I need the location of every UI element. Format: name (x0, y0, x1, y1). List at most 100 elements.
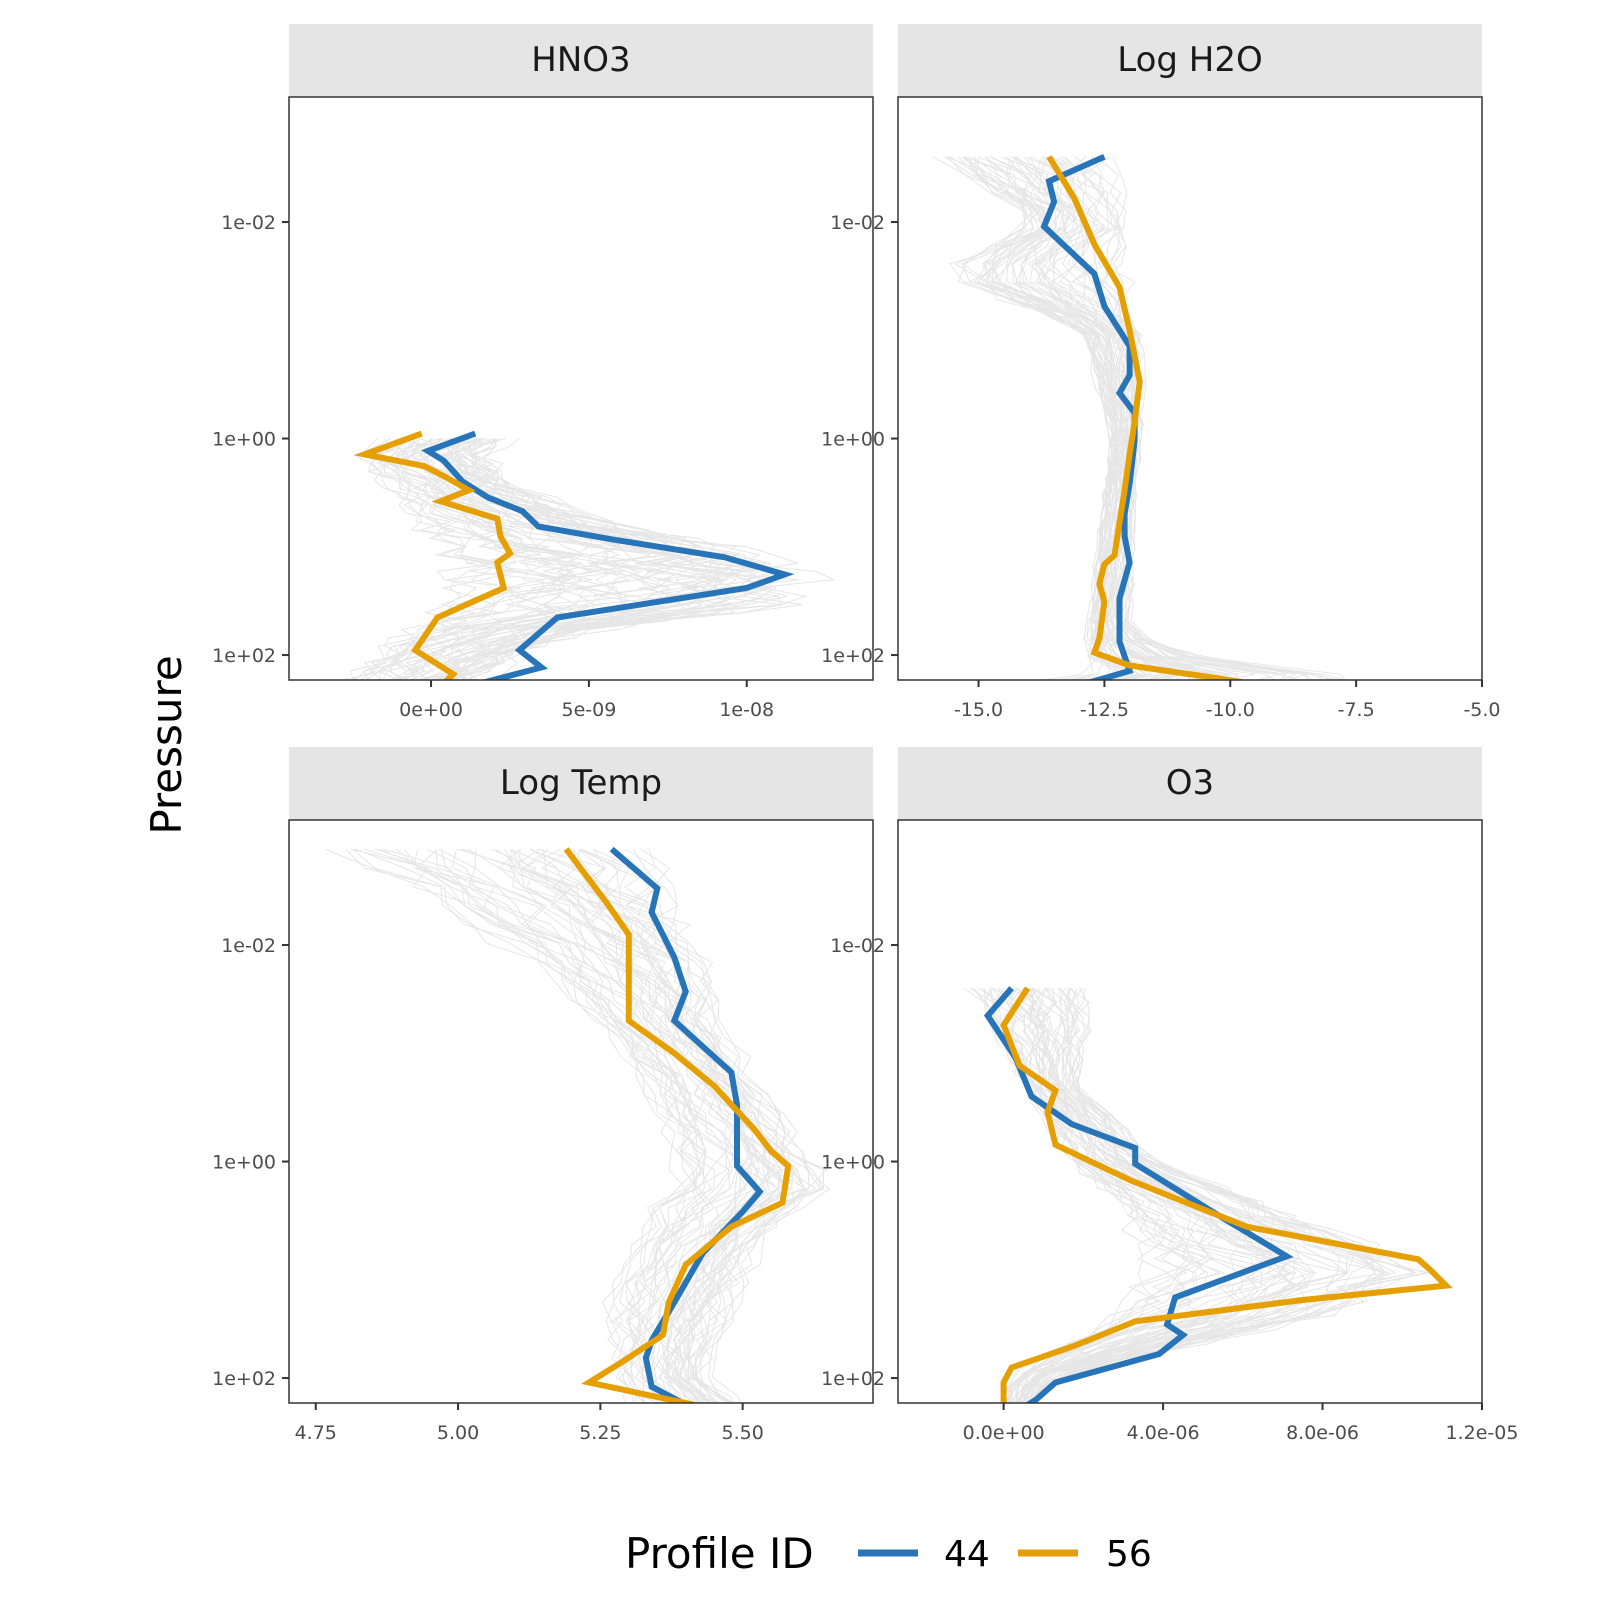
x-tick-label-log-h2o: -5.0 (1463, 699, 1500, 721)
background-profile (509, 848, 770, 1403)
y-tick-label-o3: 1e-02 (830, 935, 885, 957)
panel-border-log-temp (288, 819, 874, 1404)
background-profile (1028, 156, 1219, 680)
background-profile (391, 438, 631, 680)
background-profile (1029, 987, 1418, 1403)
panel-title-log-temp: Log Temp (500, 763, 662, 803)
series-line-44-log-temp (609, 846, 764, 1403)
x-tick-label-hno3: 1e-08 (719, 699, 774, 721)
background-profile (1005, 156, 1181, 680)
background-profile (386, 438, 579, 680)
background-profile (375, 848, 702, 1403)
background-profile (410, 438, 673, 680)
y-tick-label-hno3: 1e+00 (212, 429, 276, 451)
background-profile (1022, 987, 1350, 1403)
background-profile (361, 438, 492, 680)
background-profile (1013, 156, 1188, 680)
background-profile (350, 848, 705, 1403)
x-tick-label-hno3: 0e+00 (399, 699, 463, 721)
background-profile (355, 848, 697, 1403)
x-tick-label-o3: 4.0e-06 (1127, 1422, 1200, 1444)
x-tick-label-o3: 8.0e-06 (1286, 1422, 1359, 1444)
series-line-56-log-h2o (1046, 155, 1248, 680)
y-tick-label-log-temp: 1e+02 (212, 1368, 276, 1390)
background-profile (1095, 156, 1348, 680)
background-profile (462, 848, 760, 1403)
panel-title-log-h2o: Log H2O (1117, 40, 1263, 80)
legend-label-44: 44 (944, 1534, 990, 1575)
panel-log-temp: Log Temp 1e-02 1e+00 1e+02 4.75 5.00 5.25 5.50 (212, 747, 874, 1444)
panel-title-hno3: HNO3 (531, 40, 630, 80)
x-tick-label-o3: 1.2e-05 (1446, 1422, 1519, 1444)
panel-border-log-h2o (897, 96, 1483, 681)
x-tick-label-o3: 0.0e+00 (963, 1422, 1045, 1444)
background-profile (932, 156, 1111, 680)
series-line-56-hno3 (353, 430, 514, 680)
panel-border-hno3 (288, 96, 874, 681)
background-profile (457, 848, 756, 1403)
background-profile (1026, 987, 1384, 1403)
panel-title-o3: O3 (1166, 763, 1214, 803)
background-profile (438, 848, 733, 1403)
y-tick-label-o3: 1e+00 (821, 1152, 885, 1174)
background-profile (1051, 156, 1278, 680)
background-profile (431, 438, 720, 680)
background-profile (1023, 156, 1227, 680)
background-profile (1033, 987, 1427, 1403)
panel-strip-log-h2o (898, 24, 1482, 97)
background-profile (366, 438, 581, 680)
plot-area-o3 (963, 986, 1453, 1403)
x-tick-label-log-h2o: -12.5 (1080, 699, 1129, 721)
background-profile (1006, 987, 1243, 1403)
series-line-44-o3 (983, 986, 1294, 1403)
background-profile (972, 987, 1205, 1403)
background-profile (324, 848, 698, 1403)
x-tick-label-log-temp: 5.50 (721, 1422, 763, 1444)
y-axis-label: Pressure (142, 655, 191, 834)
background-profile (1104, 156, 1332, 680)
background-profile (363, 848, 705, 1403)
x-tick-label-log-h2o: -15.0 (954, 699, 1003, 721)
plot-area-log-h2o (932, 154, 1348, 680)
panel-strip-o3 (898, 747, 1482, 820)
background-profile (354, 438, 557, 680)
background-profile (1026, 987, 1346, 1403)
background-profile (370, 438, 566, 680)
plot-area-hno3 (345, 430, 836, 680)
background-profile (413, 848, 727, 1403)
y-tick-label-log-h2o: 1e+02 (821, 645, 885, 667)
plot-area-log-temp (324, 846, 830, 1403)
background-profile (352, 848, 687, 1403)
background-profile (379, 848, 705, 1403)
panel-border-o3 (897, 819, 1483, 1404)
background-profile (998, 987, 1263, 1403)
background-profile (446, 438, 726, 680)
background-profile (580, 848, 817, 1403)
background-profile (944, 156, 1125, 680)
panel-hno3: HNO3 1e-02 1e+00 1e+02 0e+00 5e-09 1e-08 (212, 24, 874, 721)
background-profile (963, 987, 1195, 1403)
legend-label-56: 56 (1106, 1534, 1152, 1575)
background-profile (957, 156, 1166, 680)
background-profile (1044, 156, 1239, 680)
y-tick-label-log-temp: 1e-02 (221, 935, 276, 957)
series-line-56-o3 (1000, 986, 1453, 1403)
panel-o3: O3 1e-02 1e+00 1e+02 0.0e+00 4.0e-06 8.0e-06 1.… (821, 747, 1518, 1444)
background-profile (612, 849, 810, 1403)
background-profile (537, 848, 806, 1403)
background-profile (345, 848, 699, 1403)
x-tick-label-log-h2o: -10.0 (1206, 699, 1255, 721)
x-tick-label-log-h2o: -7.5 (1338, 699, 1375, 721)
background-profile (363, 438, 520, 680)
y-tick-label-log-temp: 1e+00 (212, 1152, 276, 1174)
y-tick-label-o3: 1e+02 (821, 1368, 885, 1390)
background-profile (575, 849, 796, 1403)
y-tick-label-log-h2o: 1e-02 (830, 212, 885, 234)
background-profile (391, 438, 598, 680)
background-profile (417, 438, 671, 680)
x-tick-label-hno3: 5e-09 (561, 699, 616, 721)
background-profile (1008, 156, 1210, 680)
panel-strip-log-temp (289, 747, 873, 820)
y-tick-label-hno3: 1e+02 (212, 645, 276, 667)
background-profile (389, 438, 573, 680)
